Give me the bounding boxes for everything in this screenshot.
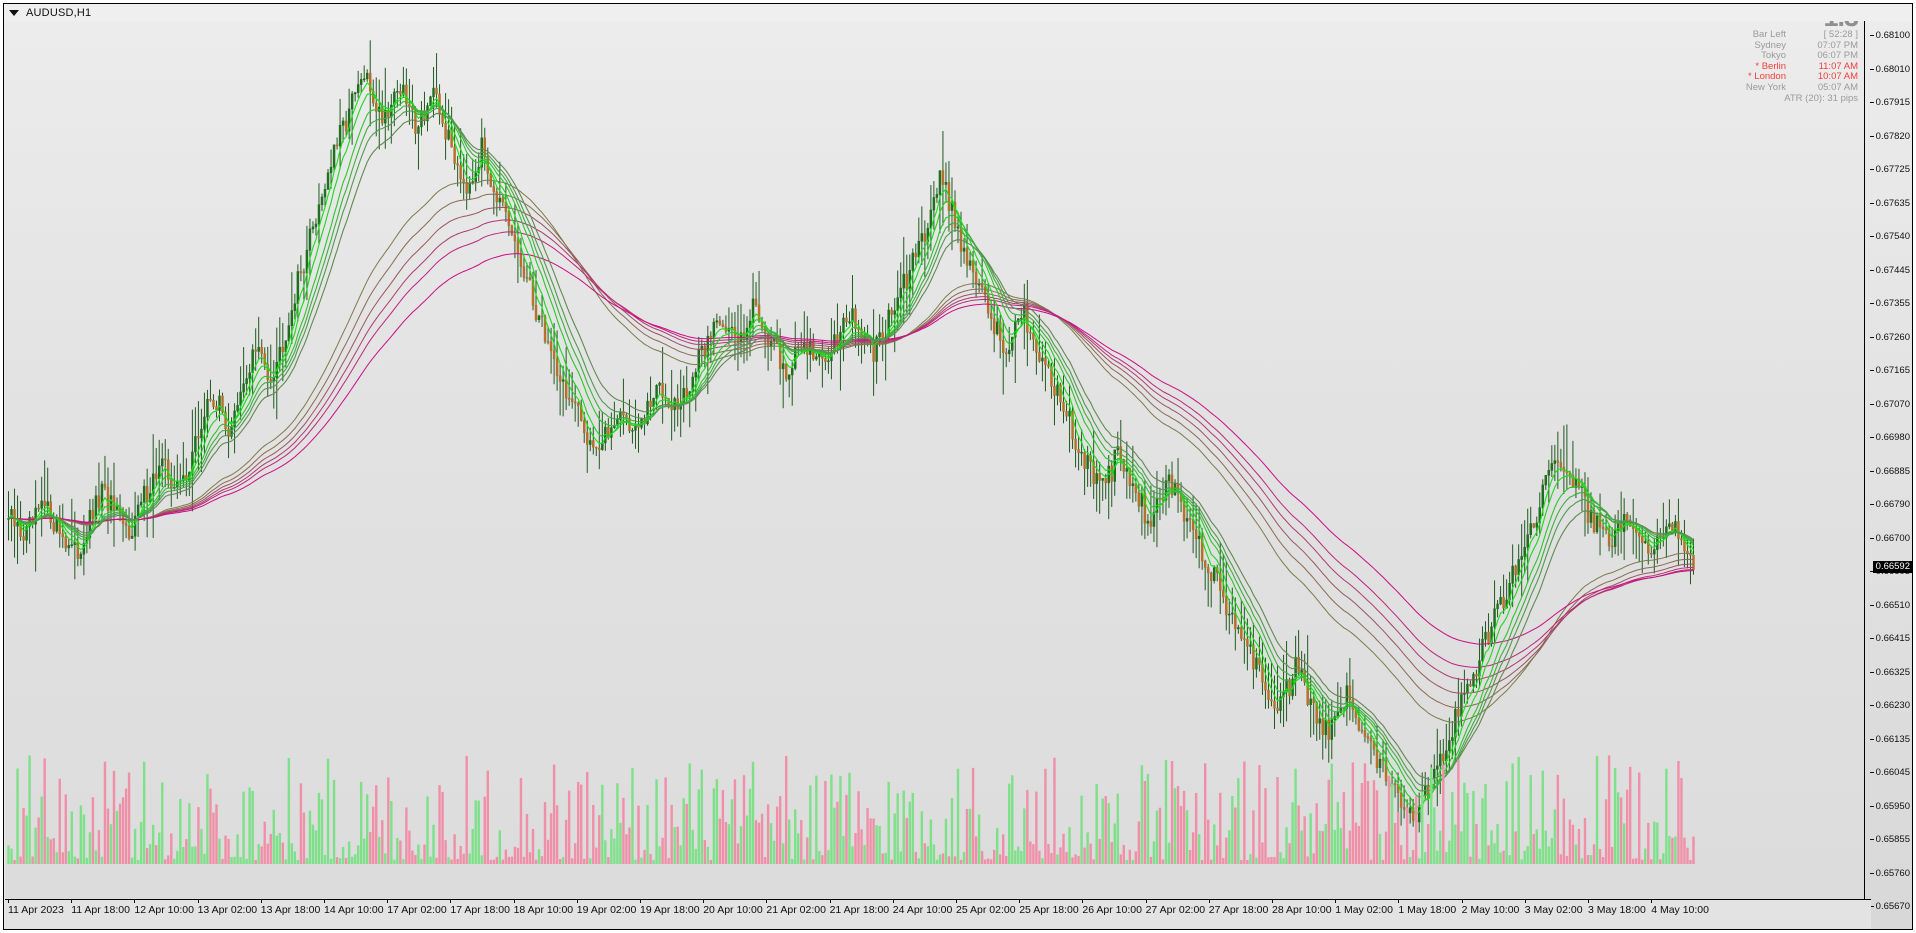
session-time: 10:07 AM xyxy=(1817,71,1858,82)
session-label: * Berlin xyxy=(1755,60,1786,72)
session-label: Bar Left xyxy=(1752,29,1786,40)
time-tick-label: 27 Apr 02:00 xyxy=(1145,899,1206,916)
price-tick-label: 0.66325 xyxy=(1869,666,1910,678)
session-time: 11:07 AM xyxy=(1818,60,1858,72)
gmma-long-ema-45 xyxy=(8,219,1694,681)
session-label: New York xyxy=(1745,81,1786,93)
time-tick-label: 28 Apr 10:00 xyxy=(1272,899,1332,916)
time-tick-label: 12 Apr 10:00 xyxy=(134,899,194,916)
time-tick-label: 4 May 10:00 xyxy=(1651,899,1709,916)
time-tick-label: 13 Apr 02:00 xyxy=(197,899,258,916)
session-label: * London xyxy=(1747,71,1786,82)
time-tick-label: 19 Apr 18:00 xyxy=(640,899,700,916)
price-tick-label: 0.66885 xyxy=(1869,465,1910,477)
price-tick-label: 0.67070 xyxy=(1869,398,1910,410)
price-tick-label: 0.66980 xyxy=(1869,432,1910,443)
gmma-short-ema-12 xyxy=(8,107,1694,788)
time-tick-label: 3 May 18:00 xyxy=(1588,899,1646,916)
price-tick-label: 0.67635 xyxy=(1869,197,1910,209)
triangle-down-icon[interactable] xyxy=(9,9,19,16)
session-label: Tokyo xyxy=(1761,50,1786,61)
price-tick-label: 0.67540 xyxy=(1869,231,1910,242)
gmma-short-ema-15 xyxy=(8,112,1694,780)
price-tick-label: 0.68010 xyxy=(1869,63,1910,75)
session-time: [ 52:28 ] xyxy=(1823,29,1858,40)
current-price-marker: 0.66592 xyxy=(1872,560,1912,573)
atr-readout: ATR (20): 31 pips xyxy=(1784,93,1858,104)
time-tick-label: 17 Apr 02:00 xyxy=(387,899,447,916)
session-row: * London 10:07 AM xyxy=(1690,71,1858,83)
time-tick-label: 13 Apr 18:00 xyxy=(260,899,321,916)
time-tick-label: 25 Apr 02:00 xyxy=(956,899,1016,916)
session-row: Bar Left [ 52:28 ] xyxy=(1690,29,1858,41)
session-row: New York 05:07 AM xyxy=(1690,81,1858,94)
session-row: * Berlin 11:07 AM xyxy=(1690,60,1858,73)
candlestick-series xyxy=(7,40,1695,835)
page-title: AUDUSD,H1 xyxy=(26,6,92,19)
session-row: Sydney 07:07 PM xyxy=(1690,39,1858,52)
time-tick-label: 20 Apr 10:00 xyxy=(703,899,763,916)
session-label: Sydney xyxy=(1754,39,1786,51)
chart-title-bar: AUDUSD,H1 xyxy=(4,4,1912,21)
gmma-long-ema-30 xyxy=(8,179,1694,723)
time-tick-label: 26 Apr 10:00 xyxy=(1082,899,1142,916)
gmma-short-ema-5 xyxy=(8,93,1694,808)
time-axis[interactable]: 11 Apr 2023 11 Apr 18:00 12 Apr 10:00 13 Ap… xyxy=(5,899,1871,929)
session-time: 07:07 PM xyxy=(1817,39,1858,51)
time-tick-label: 11 Apr 2023 xyxy=(8,899,64,916)
price-tick-label: 0.67355 xyxy=(1869,298,1910,309)
time-tick-label: 11 Apr 18:00 xyxy=(71,899,130,916)
time-tick-label: 14 Apr 10:00 xyxy=(324,899,384,916)
price-tick-label: 0.66510 xyxy=(1869,599,1910,611)
session-time: 06:07 PM xyxy=(1817,50,1858,61)
gmma-long-ema-50 xyxy=(8,231,1694,668)
price-tick-label: 0.67820 xyxy=(1869,130,1910,142)
time-tick-label: 1 May 18:00 xyxy=(1398,899,1457,916)
price-tick-label: 0.67165 xyxy=(1869,365,1910,376)
gmma-short-ema-8 xyxy=(8,100,1694,798)
price-tick-label: 0.66415 xyxy=(1869,633,1910,644)
time-tick-label: 27 Apr 18:00 xyxy=(1208,899,1269,916)
gmma-short-ema-10 xyxy=(8,105,1694,792)
time-tick-label: 21 Apr 18:00 xyxy=(829,899,890,916)
session-row: Tokyo 06:07 PM xyxy=(1690,50,1858,62)
time-tick-label: 17 Apr 18:00 xyxy=(450,899,510,916)
session-time: 05:07 AM xyxy=(1817,81,1858,93)
price-tick-label: 0.67445 xyxy=(1869,264,1910,276)
time-tick-label: 3 May 02:00 xyxy=(1524,899,1583,916)
price-tick-label: 0.65855 xyxy=(1869,834,1910,845)
price-tick-label: 0.66700 xyxy=(1869,532,1910,544)
gmma-short-ema-3 xyxy=(8,81,1694,815)
price-tick-label: 0.66230 xyxy=(1869,700,1910,711)
session-clock-list: Bar Left [ 52:28 ] Sydney 07:07 PM Tokyo 06:0… xyxy=(1690,29,1858,94)
gmma-long-ema-40 xyxy=(8,206,1694,694)
time-tick-label: 2 May 10:00 xyxy=(1461,899,1520,916)
price-axis[interactable]: 0.68100 0.68010 0.67915 0.67820 0.67725 0.676… xyxy=(1864,4,1912,929)
chart-plot-area[interactable] xyxy=(5,21,1871,900)
price-tick-label: 0.65760 xyxy=(1869,867,1910,879)
price-chart-canvas xyxy=(7,40,1695,864)
price-tick-label: 0.66790 xyxy=(1869,499,1910,510)
price-tick-label: 0.67915 xyxy=(1869,97,1910,108)
price-tick-label: 0.66045 xyxy=(1869,767,1910,778)
price-tick-label: 0.65670 xyxy=(1869,901,1910,912)
price-tick-label: 0.65950 xyxy=(1869,800,1910,812)
time-tick-label: 1 May 02:00 xyxy=(1335,899,1393,916)
gmma-long-ema-35 xyxy=(8,193,1694,709)
price-tick-label: 0.66135 xyxy=(1869,733,1910,745)
volume-histogram xyxy=(7,755,1695,864)
time-tick-label: 19 Apr 02:00 xyxy=(576,899,637,916)
chart-frame: AUDUSD,H1 0.68100 0.68010 0.67915 0.67820 0.… xyxy=(3,3,1913,930)
time-tick-label: 21 Apr 02:00 xyxy=(766,899,826,916)
time-tick-label: 25 Apr 18:00 xyxy=(1019,899,1079,916)
price-tick-label: 0.68100 xyxy=(1869,30,1910,41)
price-tick-label: 0.67725 xyxy=(1869,164,1910,175)
time-tick-label: 24 Apr 10:00 xyxy=(892,899,953,916)
time-tick-label: 18 Apr 10:00 xyxy=(513,899,574,916)
price-tick-label: 0.67260 xyxy=(1869,331,1910,343)
